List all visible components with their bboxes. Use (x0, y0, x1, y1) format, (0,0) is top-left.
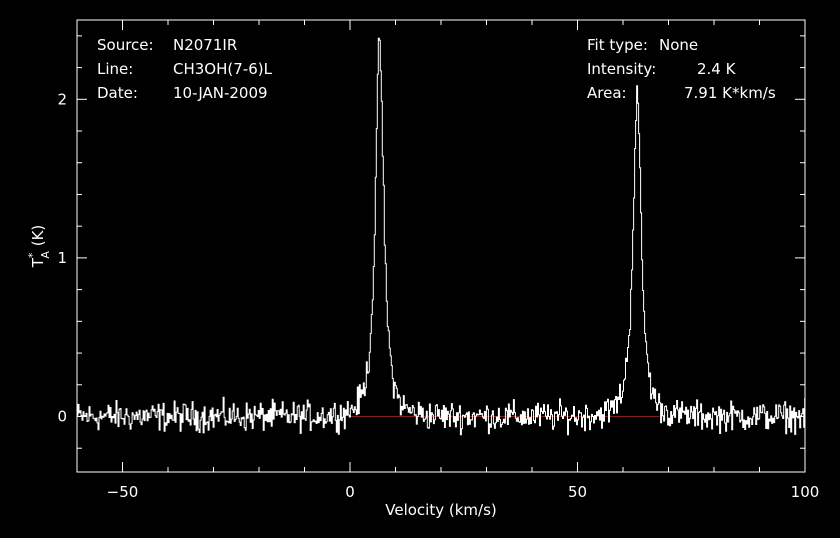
line-value: CH3OH(7-6)L (173, 60, 272, 78)
y-tick-label: 2 (57, 90, 67, 108)
x-tick-label: 0 (345, 483, 355, 501)
intensity-value: 2.4 K (697, 60, 736, 78)
source-value: N2071IR (173, 36, 238, 54)
intensity-line: Intensity: 2.4 K (587, 60, 735, 78)
date-value: 10-JAN-2009 (173, 84, 268, 102)
x-tick-label: 50 (568, 483, 587, 501)
line-label: Line: (97, 60, 134, 78)
source-label: Source: (97, 36, 154, 54)
fit-type-value: None (659, 36, 699, 54)
x-tick-label: 100 (791, 483, 820, 501)
x-axis-label: Velocity (km/s) (385, 501, 496, 519)
intensity-label: Intensity: (587, 60, 657, 78)
date-line: Date: 10-JAN-2009 (97, 84, 268, 102)
y-tick-label: 0 (57, 407, 67, 425)
y-tick-label: 1 (57, 249, 67, 267)
area-line: Area: 7.91 K*km/s (587, 84, 776, 102)
y-axis-label: T*A (K) (26, 225, 52, 269)
x-tick-label: −50 (107, 483, 139, 501)
spectrum-line (77, 37, 806, 436)
area-label: Area: (587, 84, 627, 102)
line-line: Line: CH3OH(7-6)L (97, 60, 272, 78)
area-value: 7.91 K*km/s (684, 84, 776, 102)
source-line: Source: N2071IR (97, 36, 237, 54)
fit-type-line: Fit type: None (587, 36, 698, 54)
date-label: Date: (97, 84, 138, 102)
fit-type-label: Fit type: (587, 36, 648, 54)
